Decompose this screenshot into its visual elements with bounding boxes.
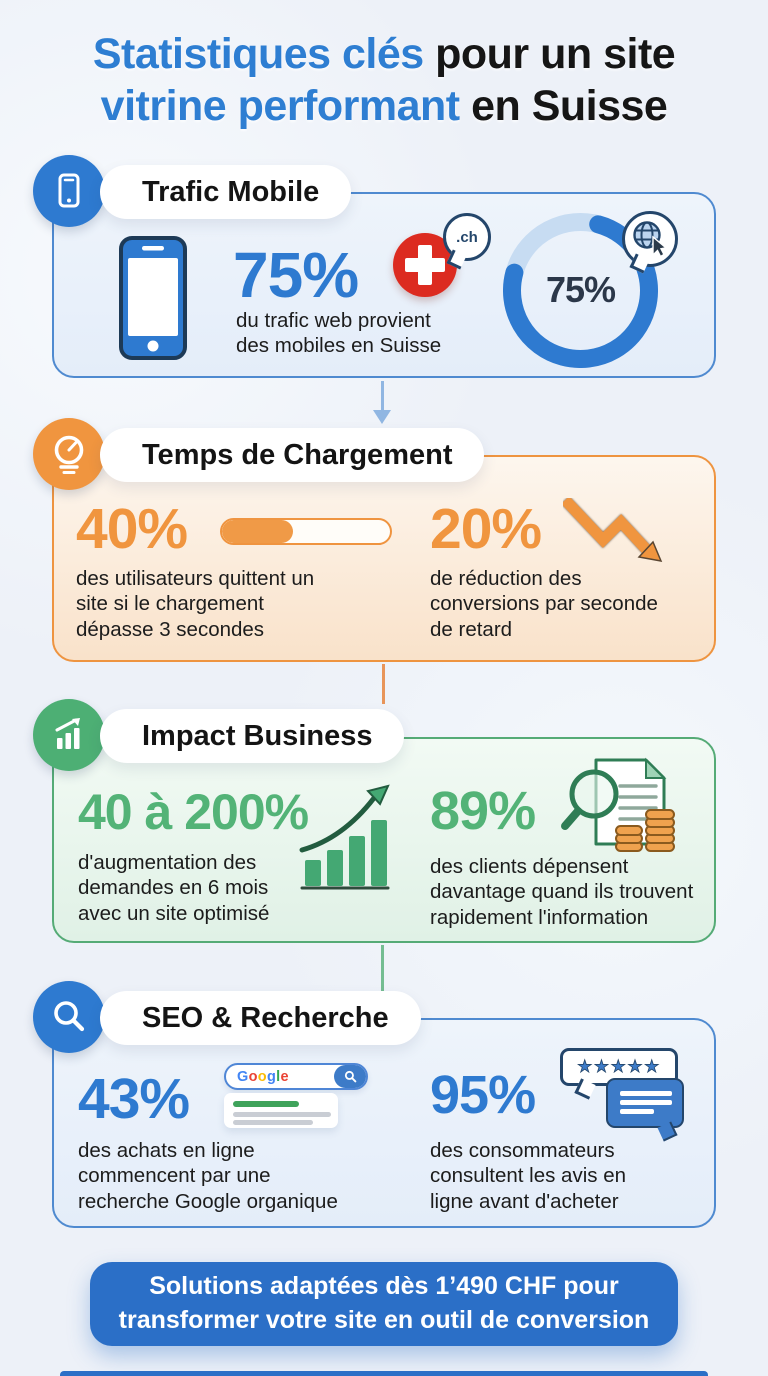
- google-logo: Google: [237, 1068, 289, 1085]
- section-label-impact-business: Impact Business: [100, 709, 405, 763]
- google-search-button[interactable]: [334, 1065, 366, 1088]
- stat-caption-conversion: de réduction des conversions par seconde…: [430, 567, 658, 641]
- google-searchbar: Google: [224, 1063, 368, 1090]
- reply-bubble: [606, 1078, 684, 1128]
- smartphone-illustration: [118, 235, 188, 366]
- connector-line-2: [382, 664, 385, 704]
- donut-chart: 75%: [503, 213, 658, 369]
- loading-progressbar: [220, 518, 392, 545]
- search-icon: [33, 981, 105, 1053]
- section-label-temps-chargement: Temps de Chargement: [100, 428, 485, 482]
- bottom-strip: [60, 1371, 708, 1376]
- page-title: Statistiques clés pour un site vitrine p…: [0, 28, 768, 133]
- connector-line-3: [381, 945, 384, 993]
- stat-caption-achats: des achats en ligne commencent par une r…: [78, 1139, 338, 1213]
- stat-value-avis: 95%: [430, 1065, 536, 1125]
- globe-cursor-bubble: [622, 211, 678, 267]
- result-line-bar: [233, 1112, 331, 1117]
- declining-arrow-icon: [561, 496, 668, 571]
- growth-chart-icon: [33, 699, 105, 771]
- connector-arrow-1: [373, 410, 391, 424]
- donut-label: 75%: [545, 269, 616, 310]
- stat-value-clients: 89%: [430, 781, 536, 841]
- progress-fill: [222, 520, 293, 543]
- section-label-seo-recherche: SEO & Recherche: [100, 991, 421, 1045]
- stat-value-abandon: 40%: [76, 497, 188, 561]
- title-line-1: Statistiques clés pour un site: [92, 30, 676, 78]
- magnifier-document-coins-icon: [558, 756, 678, 861]
- stat-caption-clients: des clients dépensent davantage quand il…: [430, 855, 694, 929]
- search-result-card: [224, 1093, 338, 1128]
- stat-caption-abandon: des utilisateurs quittent un site si le …: [76, 567, 315, 641]
- cta-button[interactable]: Solutions adaptées dès 1’490 CHF pour tr…: [90, 1262, 678, 1346]
- result-title-bar: [233, 1101, 299, 1107]
- stat-value-achats: 43%: [78, 1067, 190, 1131]
- donut-progress: [503, 213, 658, 369]
- section-label-trafic-mobile: Trafic Mobile: [100, 165, 352, 219]
- stat-value-demandes: 40 à 200%: [78, 784, 309, 840]
- stat-caption-avis: des consommateurs consultent les avis en…: [430, 1139, 627, 1213]
- globe-cursor-icon: [633, 221, 668, 258]
- card-temps-chargement: [52, 455, 716, 662]
- smartphone-icon: [33, 155, 105, 227]
- title-line-2: vitrine performant en Suisse: [100, 82, 668, 131]
- stat-value-mobile: 75%: [233, 239, 359, 311]
- connector-line-1: [381, 381, 384, 411]
- five-stars: ★★★★★: [577, 1057, 661, 1077]
- stat-value-conversion: 20%: [430, 497, 542, 561]
- rising-bars-icon: [298, 782, 393, 899]
- speedometer-icon: [33, 418, 105, 490]
- stat-caption-mobile: du trafic web provient des mobiles en Su…: [236, 309, 442, 358]
- stat-caption-demandes: d'augmentation des demandes en 6 mois av…: [78, 851, 270, 925]
- search-icon: [344, 1070, 356, 1083]
- reviews-chat-icon: ★★★★★: [560, 1048, 692, 1142]
- result-line-bar: [233, 1120, 313, 1125]
